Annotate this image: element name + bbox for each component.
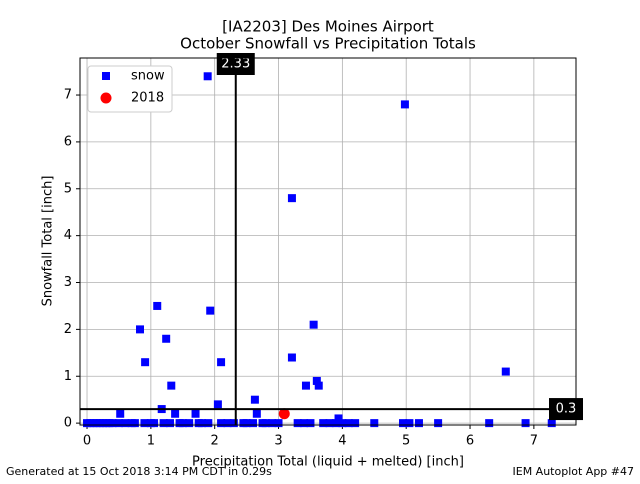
footer-left: Generated at 15 Oct 2018 3:14 PM CDT in … bbox=[6, 465, 272, 478]
point bbox=[206, 306, 215, 315]
y-axis-label: Snowfall Total [inch] bbox=[41, 176, 56, 307]
reference-label: 0.3 bbox=[556, 402, 577, 417]
point bbox=[309, 320, 318, 329]
point bbox=[261, 419, 270, 428]
point bbox=[306, 419, 315, 428]
point bbox=[325, 419, 334, 428]
point bbox=[197, 419, 206, 428]
legend-label: snow bbox=[131, 69, 165, 84]
point bbox=[334, 414, 343, 423]
x-axis-label: Precipitation Total (liquid + melted) [i… bbox=[192, 455, 464, 470]
point bbox=[178, 419, 187, 428]
x-tick-label: 4 bbox=[338, 434, 346, 449]
point bbox=[203, 72, 212, 81]
legend-label: 2018 bbox=[131, 91, 164, 106]
point bbox=[338, 419, 347, 428]
legend-marker bbox=[102, 72, 110, 80]
point bbox=[159, 419, 168, 428]
point bbox=[287, 353, 296, 362]
legend-marker bbox=[100, 92, 112, 104]
point bbox=[485, 419, 494, 428]
point bbox=[150, 419, 159, 428]
point bbox=[312, 376, 321, 385]
point bbox=[121, 419, 130, 428]
point bbox=[242, 419, 251, 428]
chart-title: [IA2203] Des Moines Airport bbox=[222, 18, 434, 36]
point bbox=[268, 419, 277, 428]
y-tick-label: 0 bbox=[64, 416, 72, 431]
plot-frame bbox=[79, 57, 577, 426]
reference-label: 2.33 bbox=[221, 57, 250, 72]
x-tick-label: 6 bbox=[466, 434, 474, 449]
point bbox=[250, 395, 259, 404]
point bbox=[136, 325, 145, 334]
point bbox=[293, 419, 302, 428]
x-tick-label: 2 bbox=[211, 434, 219, 449]
point bbox=[153, 301, 162, 310]
point bbox=[370, 419, 379, 428]
y-tick-label: 6 bbox=[64, 134, 72, 149]
point bbox=[547, 419, 556, 428]
y-tick-label: 1 bbox=[64, 369, 72, 384]
point bbox=[252, 409, 261, 418]
point bbox=[319, 419, 328, 428]
point bbox=[331, 419, 340, 428]
point bbox=[116, 409, 125, 418]
y-tick-label: 4 bbox=[64, 228, 72, 243]
point bbox=[217, 358, 226, 367]
y-tick-label: 7 bbox=[64, 88, 72, 103]
point bbox=[166, 419, 175, 428]
footer-right: IEM Autoplot App #47 bbox=[513, 465, 635, 478]
point bbox=[278, 408, 290, 420]
y-tick-label: 3 bbox=[64, 275, 72, 290]
point bbox=[301, 381, 310, 390]
point bbox=[274, 419, 283, 428]
point bbox=[217, 419, 226, 428]
point bbox=[223, 419, 232, 428]
point bbox=[521, 419, 530, 428]
point bbox=[213, 400, 222, 409]
x-tick-label: 0 bbox=[83, 434, 91, 449]
point bbox=[400, 100, 409, 109]
point bbox=[167, 381, 176, 390]
point bbox=[130, 419, 139, 428]
x-tick-label: 7 bbox=[530, 434, 538, 449]
point bbox=[351, 419, 360, 428]
x-tick-label: 1 bbox=[147, 434, 155, 449]
point bbox=[114, 419, 123, 428]
point bbox=[162, 334, 171, 343]
point bbox=[204, 419, 213, 428]
point bbox=[108, 419, 117, 428]
point bbox=[229, 419, 238, 428]
point bbox=[185, 419, 194, 428]
point bbox=[399, 419, 408, 428]
point bbox=[140, 419, 149, 428]
point bbox=[314, 381, 323, 390]
point bbox=[501, 367, 510, 376]
y-tick-label: 2 bbox=[64, 322, 72, 337]
x-tick-label: 5 bbox=[402, 434, 410, 449]
point bbox=[248, 419, 257, 428]
point bbox=[414, 419, 423, 428]
point bbox=[191, 409, 200, 418]
point bbox=[300, 419, 309, 428]
y-tick-label: 5 bbox=[64, 181, 72, 196]
point bbox=[344, 419, 353, 428]
chart-subtitle: October Snowfall vs Precipitation Totals bbox=[180, 35, 476, 53]
point bbox=[141, 358, 150, 367]
reference-label-box bbox=[549, 398, 583, 421]
x-tick-label: 3 bbox=[274, 434, 282, 449]
point bbox=[171, 409, 180, 418]
point bbox=[434, 419, 443, 428]
point bbox=[405, 419, 414, 428]
point bbox=[287, 194, 296, 203]
